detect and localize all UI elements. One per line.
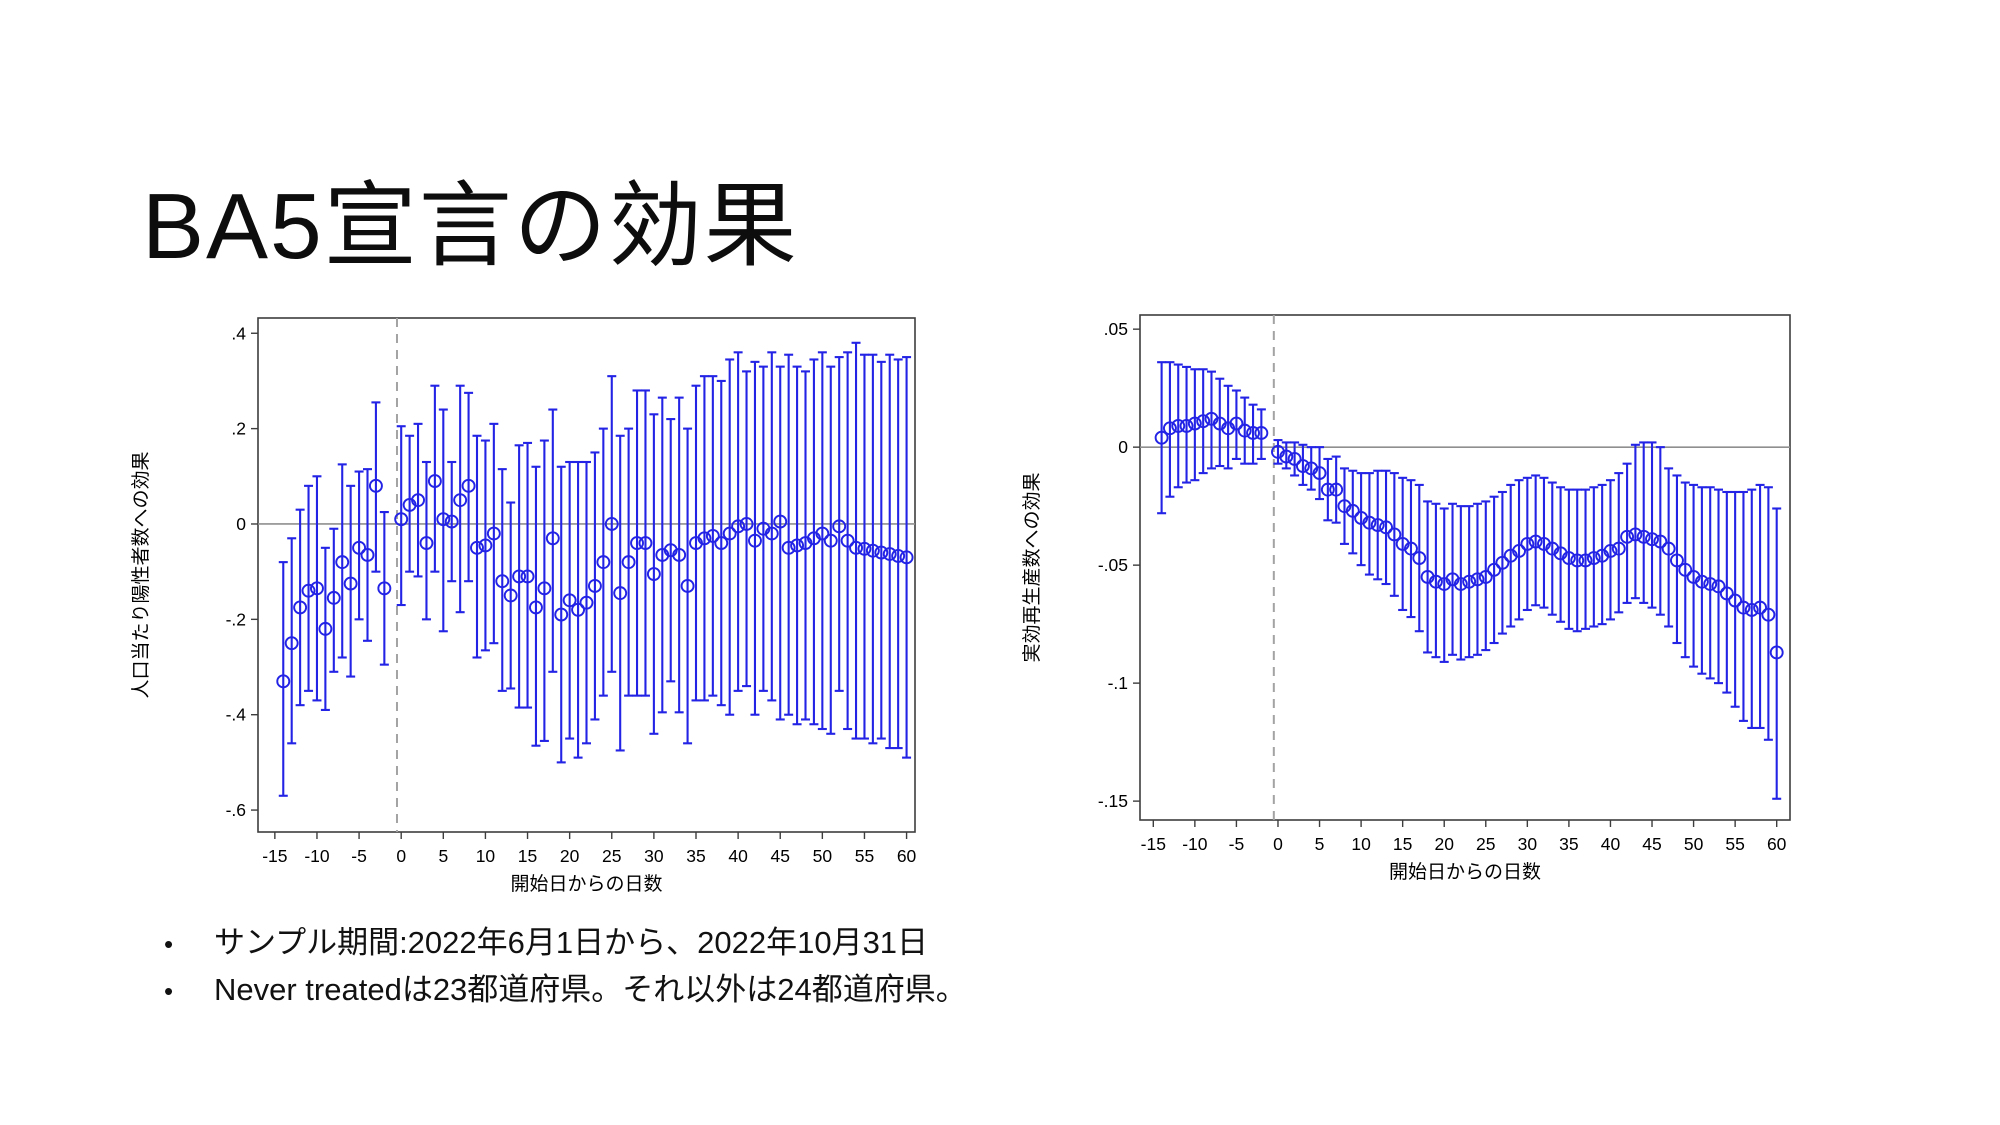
svg-text:50: 50 [1684, 834, 1704, 854]
svg-text:.2: .2 [231, 419, 246, 439]
svg-text:60: 60 [1767, 834, 1787, 854]
left-chart-cases-per-capita: -15 -10 -5 0 5 10 15 20 25 30 35 40 45 50 55 60 .4 .2 0 -.2… [115, 235, 935, 905]
svg-text:55: 55 [1725, 834, 1744, 854]
bullet-item: • Never treatedは23都道府県。それ以外は24都道府県。 [132, 967, 1382, 1014]
bullet-item: • サンプル期間:2022年6月1日から、2022年10月31日 [132, 920, 1382, 967]
svg-text:5: 5 [438, 846, 448, 866]
svg-text:60: 60 [897, 846, 917, 866]
svg-text:25: 25 [602, 846, 621, 866]
svg-text:50: 50 [813, 846, 833, 866]
svg-text:15: 15 [518, 846, 537, 866]
svg-text:.05: .05 [1104, 319, 1128, 339]
svg-text:20: 20 [560, 846, 580, 866]
bullet-text-sample-period: サンプル期間:2022年6月1日から、2022年10月31日 [214, 925, 929, 960]
svg-text:0: 0 [1118, 437, 1128, 457]
svg-text:45: 45 [770, 846, 789, 866]
bullet-icon: • [164, 929, 174, 959]
svg-text:25: 25 [1476, 834, 1495, 854]
svg-text:-15: -15 [262, 846, 287, 866]
svg-text:20: 20 [1434, 834, 1454, 854]
svg-text:-.2: -.2 [226, 609, 246, 629]
svg-text:開始日からの日数: 開始日からの日数 [510, 873, 662, 895]
svg-text:10: 10 [1351, 834, 1371, 854]
svg-text:30: 30 [644, 846, 664, 866]
right-chart-effective-reproduction: -15 -10 -5 0 5 10 15 20 25 30 35 40 45 50 55 60 .05 0 -.05… [995, 235, 1955, 905]
page-title: BA5宣言の効果 [142, 174, 799, 279]
svg-text:-5: -5 [1229, 834, 1245, 854]
svg-text:-5: -5 [351, 846, 367, 866]
bullet-icon: • [164, 976, 174, 1006]
svg-text:-15: -15 [1141, 834, 1166, 854]
left-chart-svg: -15 -10 -5 0 5 10 15 20 25 30 35 40 45 50 55 60 .4 .2 0 -.2… [130, 317, 917, 895]
svg-text:0: 0 [396, 846, 406, 866]
right-chart-svg: -15 -10 -5 0 5 10 15 20 25 30 35 40 45 50 55 60 .05 0 -.05… [1021, 314, 1791, 883]
svg-text:.4: .4 [231, 323, 246, 343]
svg-text:-.1: -.1 [1108, 673, 1128, 693]
svg-text:開始日からの日数: 開始日からの日数 [1389, 861, 1541, 883]
svg-text:40: 40 [1601, 834, 1621, 854]
svg-text:-.4: -.4 [226, 705, 247, 725]
svg-text:実効再生産数への効果: 実効再生産数への効果 [1021, 472, 1043, 662]
svg-text:35: 35 [1559, 834, 1578, 854]
svg-text:15: 15 [1393, 834, 1412, 854]
svg-text:-10: -10 [1182, 834, 1208, 854]
svg-text:55: 55 [855, 846, 874, 866]
svg-text:5: 5 [1315, 834, 1325, 854]
svg-text:10: 10 [476, 846, 496, 866]
svg-text:30: 30 [1518, 834, 1538, 854]
bullet-list: • サンプル期間:2022年6月1日から、2022年10月31日 • Never… [132, 920, 1382, 1014]
svg-text:-10: -10 [304, 846, 330, 866]
svg-text:35: 35 [686, 846, 705, 866]
bullet-text-never-treated: Never treatedは23都道府県。それ以外は24都道府県。 [214, 972, 967, 1007]
svg-text:0: 0 [236, 514, 246, 534]
svg-text:-.6: -.6 [226, 800, 246, 820]
svg-text:-.15: -.15 [1098, 791, 1128, 811]
svg-text:0: 0 [1273, 834, 1283, 854]
svg-text:人口当たり陽性者数への効果: 人口当たり陽性者数への効果 [130, 451, 152, 698]
svg-text:45: 45 [1642, 834, 1661, 854]
svg-text:-.05: -.05 [1098, 555, 1128, 575]
svg-text:40: 40 [728, 846, 748, 866]
